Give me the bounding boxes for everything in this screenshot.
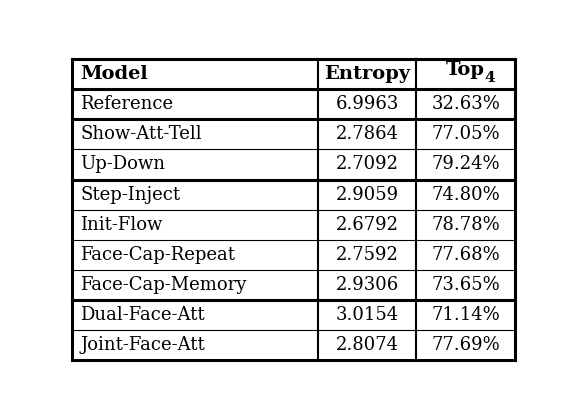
- Text: Face-Cap-Memory: Face-Cap-Memory: [80, 276, 247, 294]
- Text: 2.8074: 2.8074: [335, 336, 399, 354]
- Text: 2.9059: 2.9059: [335, 185, 399, 204]
- Text: 71.14%: 71.14%: [431, 306, 500, 324]
- Text: Show-Att-Tell: Show-Att-Tell: [80, 125, 202, 143]
- Text: 77.69%: 77.69%: [431, 336, 500, 354]
- Text: Model: Model: [80, 65, 148, 83]
- Text: Reference: Reference: [80, 95, 173, 113]
- Text: 2.7864: 2.7864: [335, 125, 399, 143]
- Text: Init-Flow: Init-Flow: [80, 216, 163, 234]
- Text: 2.7092: 2.7092: [335, 155, 399, 173]
- Text: 3.0154: 3.0154: [335, 306, 399, 324]
- Text: 4: 4: [484, 71, 495, 85]
- Text: 6.9963: 6.9963: [335, 95, 399, 113]
- Text: Entropy: Entropy: [324, 65, 410, 83]
- Text: Top: Top: [446, 61, 485, 79]
- Text: 77.68%: 77.68%: [431, 246, 500, 264]
- Text: Up-Down: Up-Down: [80, 155, 165, 173]
- Text: 78.78%: 78.78%: [431, 216, 500, 234]
- Text: 79.24%: 79.24%: [431, 155, 500, 173]
- Text: 32.63%: 32.63%: [431, 95, 500, 113]
- Text: Dual-Face-Att: Dual-Face-Att: [80, 306, 205, 324]
- Text: 2.7592: 2.7592: [336, 246, 398, 264]
- Text: Face-Cap-Repeat: Face-Cap-Repeat: [80, 246, 235, 264]
- Text: 77.05%: 77.05%: [431, 125, 500, 143]
- Text: 2.6792: 2.6792: [335, 216, 399, 234]
- Text: 73.65%: 73.65%: [431, 276, 500, 294]
- Text: 2.9306: 2.9306: [335, 276, 399, 294]
- Text: Step-Inject: Step-Inject: [80, 185, 181, 204]
- Text: Joint-Face-Att: Joint-Face-Att: [80, 336, 205, 354]
- Text: 74.80%: 74.80%: [431, 185, 500, 204]
